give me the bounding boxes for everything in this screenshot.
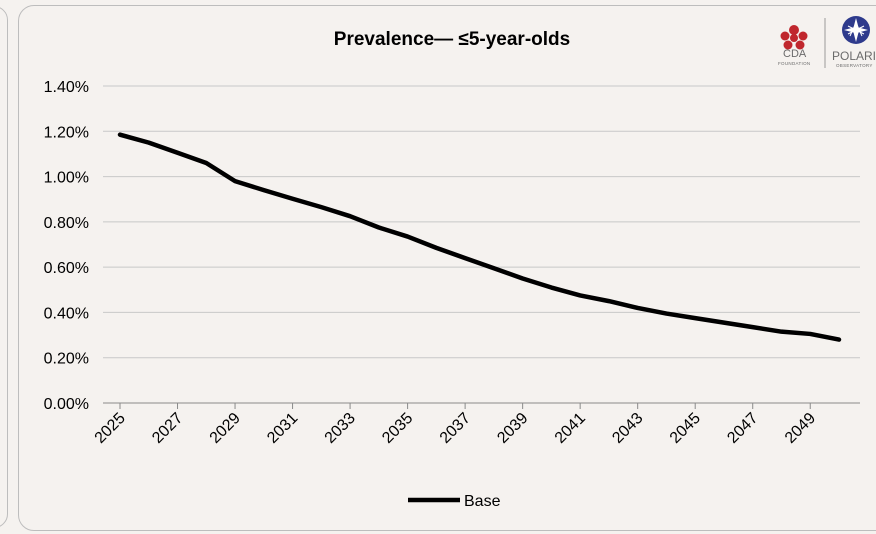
- x-tick-label: 2041: [552, 410, 589, 447]
- x-tick-label: 2035: [379, 410, 416, 447]
- y-tick-label: 0.00%: [44, 396, 89, 413]
- legend[interactable]: Base: [408, 493, 501, 510]
- polaris-logo-sub: OBSERVATORY: [836, 63, 873, 68]
- chart-card: [18, 5, 876, 531]
- x-tick-label: 2025: [92, 410, 129, 447]
- x-tick-label: 2029: [207, 410, 244, 447]
- y-tick-label: 0.60%: [44, 260, 89, 277]
- cda-logo-mark: [780, 25, 808, 50]
- axes: 0.00% 0.20% 0.40% 0.60% 0.80% 1.00% 1.20% 1.40%…: [44, 79, 860, 447]
- y-tick-label: 0.80%: [44, 215, 89, 232]
- y-tick-label: 1.00%: [44, 170, 89, 187]
- series-line-base: [117, 132, 842, 342]
- y-tick-label: 0.20%: [44, 351, 89, 368]
- legend-label: Base: [464, 493, 501, 510]
- cda-logo-name: CDA: [783, 48, 807, 60]
- y-tick-label: 1.20%: [44, 124, 89, 141]
- y-tick-label: 1.40%: [44, 79, 89, 96]
- polaris-logo-mark: [842, 16, 870, 44]
- chart-title: Prevalence— ≤5-year-olds: [334, 29, 570, 50]
- grid-lines: [103, 85, 860, 359]
- x-tick-label: 2037: [437, 410, 474, 447]
- x-tick-label: 2027: [149, 410, 186, 447]
- cda-logo-sub: FOUNDATION: [778, 61, 811, 66]
- x-tick-label: 2043: [609, 410, 646, 447]
- series-lines: [117, 132, 842, 342]
- x-tick-label: 2049: [782, 410, 819, 447]
- cda-logo: [780, 16, 870, 68]
- x-tick-label: 2031: [264, 410, 301, 447]
- x-tick-label: 2039: [494, 410, 531, 447]
- x-tick-label: 2033: [322, 410, 359, 447]
- y-tick-label: 0.40%: [44, 305, 89, 322]
- logo-area: CDA FOUNDATION POLARIS OBSERVATORY: [772, 12, 876, 72]
- x-tick-label: 2045: [667, 410, 704, 447]
- polaris-logo-name: POLARIS: [832, 49, 876, 63]
- x-tick-label: 2047: [724, 410, 761, 447]
